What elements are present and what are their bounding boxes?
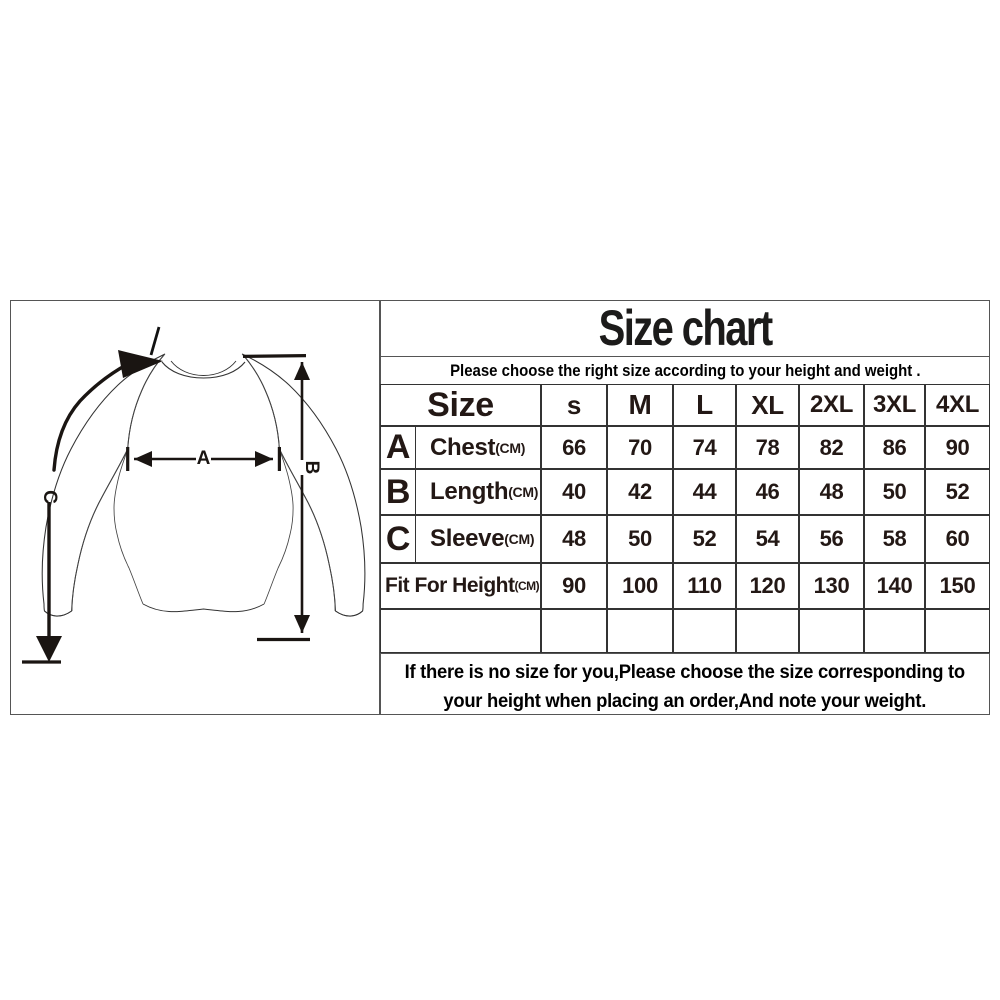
svg-text:C: C xyxy=(39,490,60,504)
svg-text:A: A xyxy=(197,448,211,469)
svg-text:B: B xyxy=(301,461,322,475)
